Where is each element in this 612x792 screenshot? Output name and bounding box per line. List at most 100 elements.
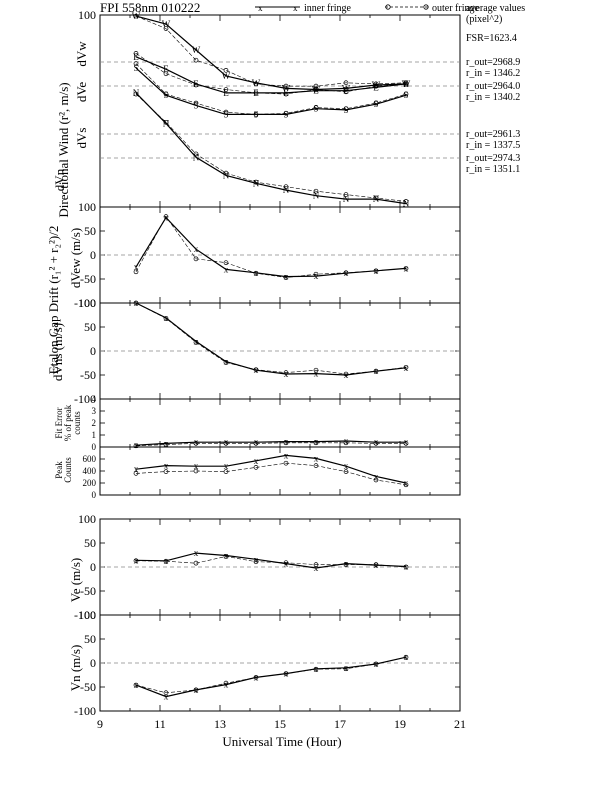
dw-dVn-outer-point xyxy=(403,199,409,204)
dvew-inner-point: x xyxy=(224,264,229,274)
legend-outer-marker-2 xyxy=(423,4,429,10)
ve-outer-point xyxy=(163,558,169,564)
dvew-ytick-label: -50 xyxy=(80,272,96,286)
dw-dVs-outer-point xyxy=(343,106,349,112)
dvns-inner-point: x xyxy=(164,313,169,323)
dvew-label: dVew (m/s) xyxy=(68,228,83,288)
fit-error-label: Fit Error xyxy=(54,407,64,438)
vn-rout: r_out=2974.3 xyxy=(466,153,520,164)
ve-inner-point: x xyxy=(164,556,169,566)
vn-outer-point xyxy=(193,687,199,693)
ve-inner-point: x xyxy=(134,555,139,565)
peak_counts-outer-line xyxy=(135,462,407,486)
dw-dVe-outer-line xyxy=(135,53,407,95)
fit-error-label-3: counts xyxy=(72,411,82,435)
vn-outer-line xyxy=(135,656,407,694)
dw-dVe-outer-point xyxy=(403,81,409,87)
peak_counts-inner-point: x xyxy=(134,464,139,474)
dw-dVs-inner-point: S xyxy=(283,109,288,119)
vn-outer-point xyxy=(253,675,259,680)
ve-ytick-label: -100 xyxy=(74,608,96,622)
ve-ytick-label: 100 xyxy=(78,512,96,526)
fit_error-outer-point xyxy=(283,440,289,446)
ve-ytick-label: 50 xyxy=(84,536,96,550)
peak_counts-inner-point: x xyxy=(254,456,259,466)
peak_counts-outer-point xyxy=(133,471,139,476)
vn-outer-point xyxy=(133,682,139,688)
dvew-frame xyxy=(99,206,461,304)
dvew-outer-point xyxy=(193,256,199,262)
ve-inner-point: x xyxy=(284,559,289,569)
dw-dVn-inner-point: N xyxy=(283,185,290,195)
peak_counts-inner-point: x xyxy=(374,471,379,481)
ve-inner-point: x xyxy=(404,562,409,572)
dw-dVn-outer-point xyxy=(343,192,349,197)
chart-title: FPI 558nm 010222 xyxy=(100,0,200,15)
fit_error-outer-point xyxy=(403,441,409,446)
dw-dVn-outer-point xyxy=(163,119,169,125)
dw-dVw-outer-point xyxy=(253,81,259,87)
dw-dVs-outer-point xyxy=(283,110,289,116)
dw-ytick-label: 100 xyxy=(78,8,96,22)
dvns-outer-point xyxy=(253,367,259,373)
vn-ytick-label: 100 xyxy=(78,608,96,622)
peak_counts-inner-line xyxy=(135,454,407,484)
ve-inner-point: x xyxy=(254,554,259,564)
dw-dVn-inner-point: N xyxy=(133,88,140,98)
dw-dVs-outer-point xyxy=(193,100,199,106)
dvns-label: dVns (m/s) xyxy=(50,323,65,381)
dvns-outer-line xyxy=(135,302,407,375)
dvns-frame xyxy=(99,302,461,400)
peak_counts-inner-point: x xyxy=(314,453,319,463)
dw-dVw-outer-point xyxy=(163,26,169,31)
dw-dVe-inner-point: E xyxy=(283,88,289,98)
dw-dVn-outer-line xyxy=(135,93,407,202)
dw-dVw-inner-line xyxy=(135,15,407,91)
dw-dVw-outer-point xyxy=(193,57,199,63)
vn-inner-point: x xyxy=(224,680,229,690)
peak_counts-inner-point: x xyxy=(224,461,229,471)
fsr-annotation: FSR=1623.4 xyxy=(466,33,517,44)
ve-ytick-label: 0 xyxy=(90,560,96,574)
fit_error-outer-point xyxy=(253,441,259,446)
ve-inner-point: x xyxy=(344,559,349,569)
vn-axis-label: Vn (m/s) xyxy=(68,645,83,692)
peak_counts-outer-point xyxy=(223,469,229,474)
dvw-label: dVw xyxy=(74,41,89,67)
x-tick-label: 15 xyxy=(274,717,286,731)
ve-inner-point: x xyxy=(224,550,229,560)
dvew-outer-point xyxy=(163,214,169,219)
fit_error-inner-point: x xyxy=(134,440,139,450)
avg-values-units: (pixel^2) xyxy=(466,14,502,25)
vn-rin: r_in = 1351.1 xyxy=(466,164,520,175)
dw-dVs-outer-line xyxy=(135,63,407,115)
dw-dVe-inner-point: E xyxy=(133,52,139,62)
dvew-ytick-label: 50 xyxy=(84,224,96,238)
fit_error-inner-point: x xyxy=(284,437,289,447)
dvns-inner-point: x xyxy=(344,370,349,380)
ve-inner-point: x xyxy=(314,563,319,573)
dvns-inner-point: x xyxy=(314,369,319,379)
dw-dVe-inner-point: E xyxy=(163,64,169,74)
fit_error-outer-point xyxy=(193,441,199,446)
dvns-outer-point xyxy=(193,340,199,345)
dw-dVs-inner-point: S xyxy=(163,90,168,100)
dw-dVn-outer-point xyxy=(223,170,229,176)
dw-dVw-outer-point xyxy=(373,81,379,87)
peak_counts-inner-point: x xyxy=(284,450,289,460)
dw-dVs-inner-line xyxy=(135,67,407,115)
fit_error-outer-point xyxy=(313,440,319,446)
dw-dVw-outer-point xyxy=(133,13,139,19)
dw-dVw-inner-point: W xyxy=(402,79,411,89)
dw-dVw-outer-point xyxy=(223,67,229,73)
ve-inner-point: x xyxy=(194,548,199,558)
vn-inner-point: x xyxy=(164,692,169,702)
vn-inner-line xyxy=(135,656,407,698)
vn-outer-point xyxy=(343,666,349,672)
vn-ytick-label: -100 xyxy=(74,704,96,718)
dvew-ytick-label: 0 xyxy=(90,248,96,262)
dvew-ytick-label: -100 xyxy=(74,296,96,310)
peak-label-2: Counts xyxy=(63,457,73,483)
dvew-inner-point: x xyxy=(344,268,349,278)
vn-outer-point xyxy=(163,690,169,696)
